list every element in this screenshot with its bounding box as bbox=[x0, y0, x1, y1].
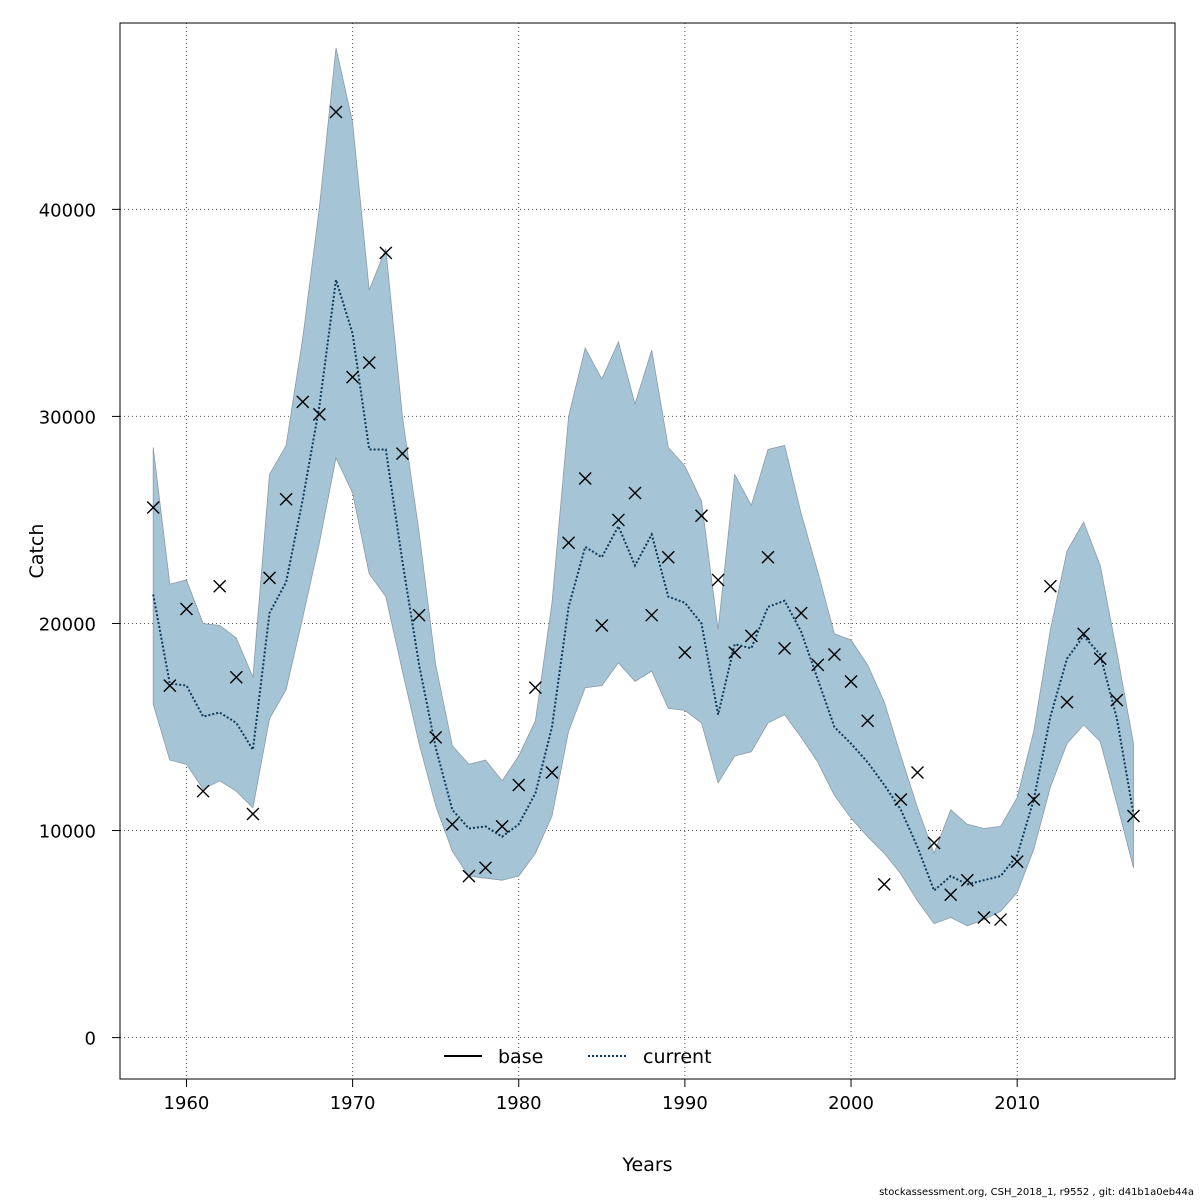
x-tick-label: 2010 bbox=[994, 1093, 1040, 1114]
y-axis: 0 10000 20000 30000 40000 bbox=[39, 200, 120, 1050]
observed-point bbox=[877, 877, 891, 891]
observed-point bbox=[495, 819, 509, 833]
y-tick-label: 0 bbox=[85, 1029, 96, 1050]
observed-point bbox=[1060, 695, 1074, 709]
observed-point bbox=[429, 730, 443, 744]
observed-point bbox=[1093, 652, 1107, 666]
observed-point bbox=[678, 645, 692, 659]
observed-point bbox=[213, 579, 227, 593]
observed-point bbox=[395, 447, 409, 461]
observed-point bbox=[711, 573, 725, 587]
observed-point bbox=[379, 246, 393, 260]
y-tick-label: 20000 bbox=[39, 614, 96, 635]
observed-point bbox=[329, 105, 343, 119]
observed-point bbox=[279, 492, 293, 506]
observed-point bbox=[528, 681, 542, 695]
observed-point bbox=[695, 509, 708, 523]
observed-point bbox=[827, 648, 841, 662]
observed-point bbox=[545, 766, 559, 780]
legend: base current bbox=[444, 1046, 712, 1068]
observed-point bbox=[412, 608, 426, 622]
observed-point bbox=[944, 888, 958, 902]
observed-point bbox=[229, 670, 243, 684]
observed-point bbox=[1043, 579, 1057, 593]
observed-point bbox=[445, 817, 459, 831]
observed-point bbox=[263, 571, 277, 585]
observed-point bbox=[296, 395, 310, 409]
observed-point bbox=[761, 550, 775, 564]
observed-point bbox=[595, 619, 609, 633]
y-tick-label: 40000 bbox=[39, 200, 96, 221]
observed-point bbox=[1010, 855, 1024, 869]
confidence-band bbox=[152, 47, 1134, 927]
observed-point bbox=[977, 910, 991, 924]
observed-point bbox=[861, 714, 875, 728]
observed-point bbox=[778, 641, 792, 655]
observed-point bbox=[146, 501, 160, 515]
observed-point bbox=[645, 608, 659, 622]
observed-point bbox=[562, 536, 576, 550]
observed-point bbox=[362, 356, 376, 370]
observed-point bbox=[196, 784, 210, 798]
observed-point bbox=[844, 674, 858, 688]
observed-point bbox=[312, 407, 326, 421]
x-tick-label: 1980 bbox=[496, 1093, 542, 1114]
y-tick-label: 10000 bbox=[39, 822, 96, 843]
legend-entry-base: base bbox=[498, 1046, 543, 1068]
observed-point bbox=[1027, 792, 1041, 806]
observed-point bbox=[462, 869, 476, 883]
observed-point bbox=[910, 766, 924, 780]
footer-note: stockassessment.org, CSH_2018_1, r9552 ,… bbox=[879, 1187, 1194, 1198]
observed-points bbox=[146, 105, 1140, 927]
observed-point bbox=[611, 513, 625, 527]
observed-point bbox=[994, 913, 1008, 927]
observed-point bbox=[1077, 627, 1091, 641]
observed-point bbox=[246, 807, 260, 821]
observed-point bbox=[960, 873, 974, 887]
observed-point bbox=[927, 836, 941, 850]
observed-point bbox=[728, 645, 742, 659]
observed-point bbox=[628, 486, 642, 500]
legend-entry-current: current bbox=[643, 1046, 712, 1068]
observed-point bbox=[163, 679, 177, 693]
observed-point bbox=[179, 602, 193, 616]
y-tick-label: 30000 bbox=[39, 407, 96, 428]
y-axis-label: Catch bbox=[26, 524, 48, 579]
observed-point bbox=[512, 778, 526, 792]
observed-point bbox=[479, 861, 493, 875]
x-tick-label: 1990 bbox=[662, 1093, 708, 1114]
x-tick-label: 1970 bbox=[330, 1093, 376, 1114]
observed-point bbox=[1126, 809, 1140, 823]
observed-point bbox=[794, 606, 808, 620]
observed-point bbox=[346, 370, 360, 384]
x-axis-label: Years bbox=[621, 1154, 672, 1176]
observed-point bbox=[578, 472, 592, 486]
observed-point bbox=[811, 658, 825, 672]
observed-point bbox=[894, 792, 908, 806]
observed-point bbox=[661, 550, 675, 564]
x-tick-label: 1960 bbox=[164, 1093, 210, 1114]
x-axis: 1960 1970 1980 1990 2000 2010 bbox=[164, 1078, 1040, 1114]
observed-point bbox=[1110, 693, 1124, 707]
observed-point bbox=[744, 629, 758, 643]
x-tick-label: 2000 bbox=[828, 1093, 874, 1114]
